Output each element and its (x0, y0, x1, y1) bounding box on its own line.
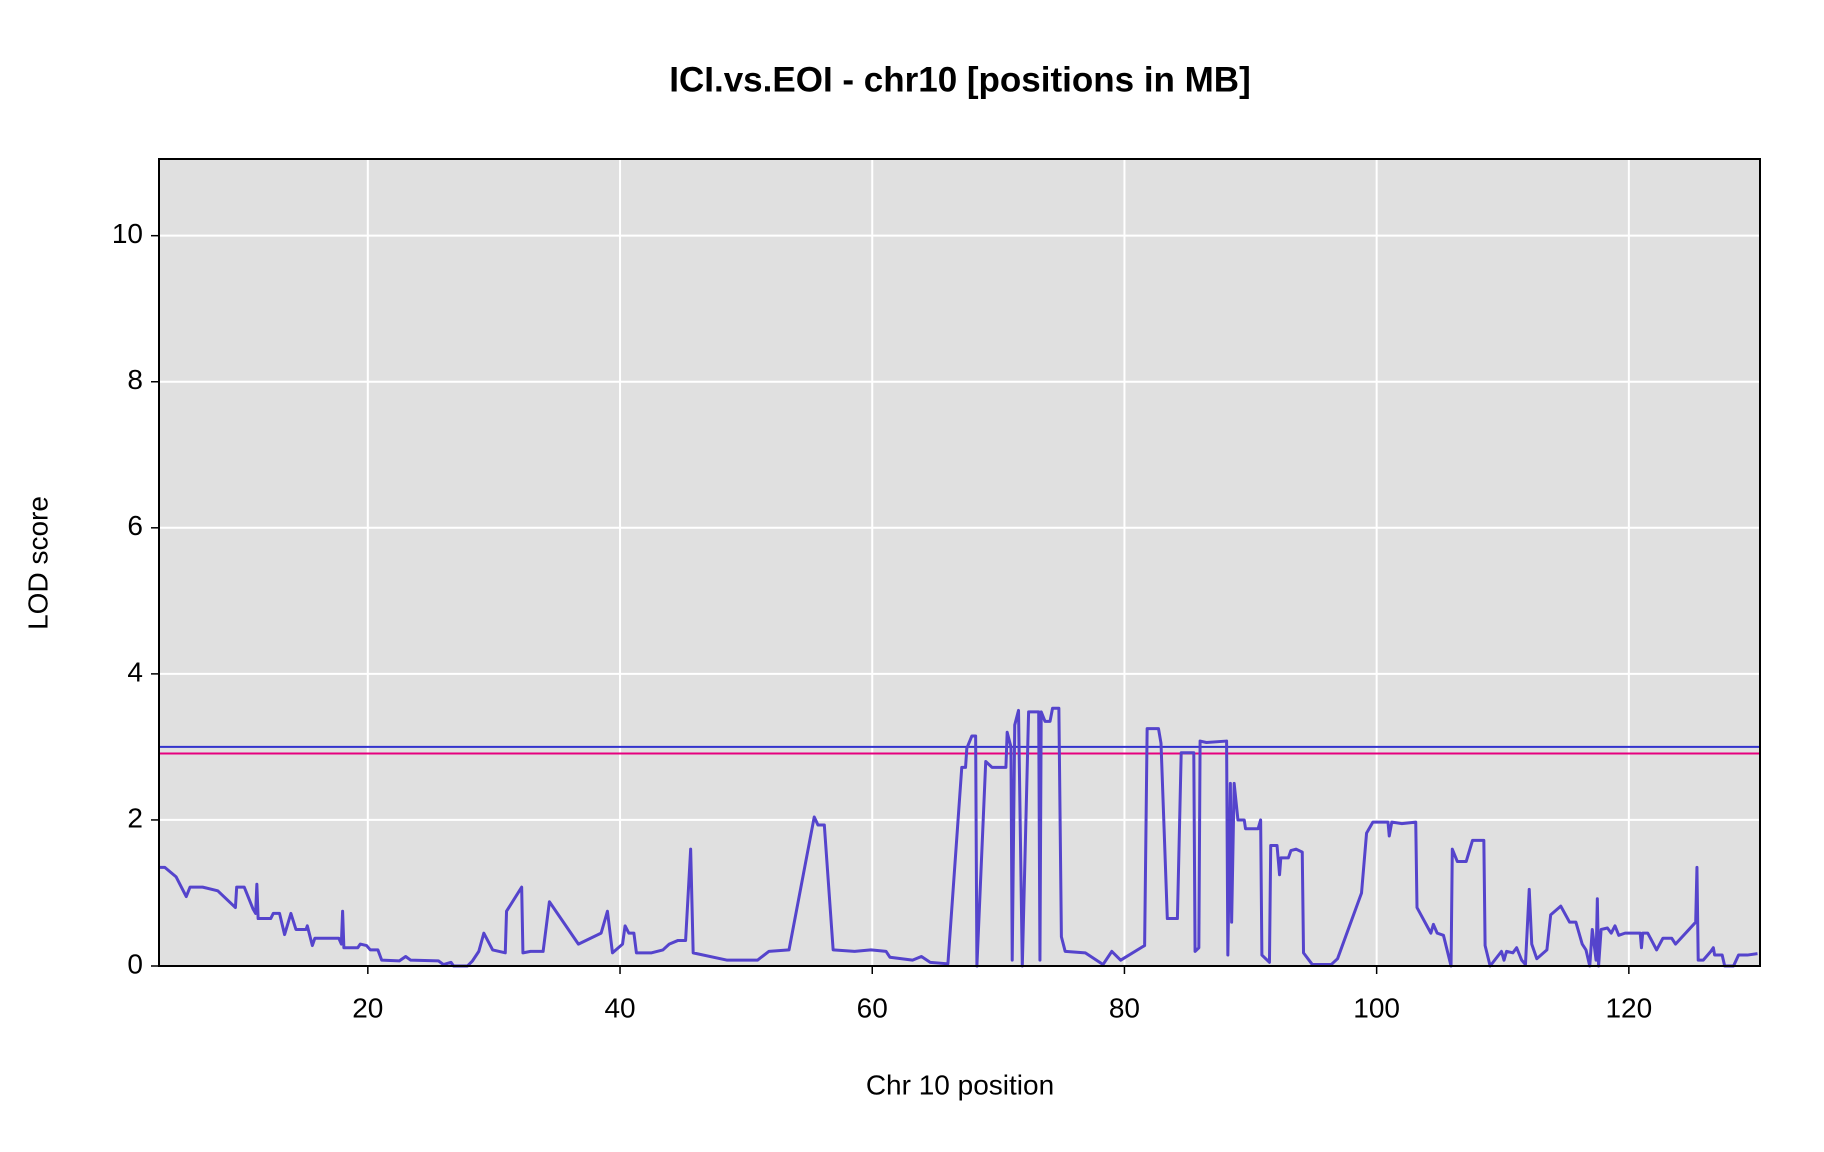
y-axis-label: LOD score (22, 496, 53, 630)
x-tick-label: 40 (604, 992, 635, 1023)
x-tick-label: 120 (1605, 992, 1652, 1023)
y-tick-label: 10 (112, 218, 143, 249)
plot-frame (158, 158, 1761, 967)
y-tick-label: 0 (127, 948, 143, 979)
y-tick-label: 6 (127, 510, 143, 541)
x-tick-label: 80 (1109, 992, 1140, 1023)
y-tick-label: 2 (127, 802, 143, 833)
plot-background (159, 159, 1760, 966)
x-axis-label: Chr 10 position (866, 1069, 1054, 1100)
x-tick-label: 100 (1353, 992, 1400, 1023)
x-tick-label: 20 (352, 992, 383, 1023)
lod-line (159, 706, 1758, 968)
chart-title: ICI.vs.EOI - chr10 [positions in MB] (669, 60, 1250, 99)
y-tick-label: 4 (127, 656, 143, 687)
x-tick-label: 60 (857, 992, 888, 1023)
y-tick-label: 8 (127, 364, 143, 395)
